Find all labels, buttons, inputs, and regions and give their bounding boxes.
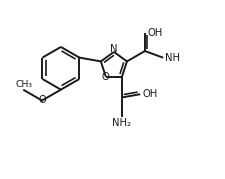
Text: CH₃: CH₃ <box>16 80 33 89</box>
Text: OH: OH <box>147 28 162 38</box>
Text: O: O <box>38 95 46 105</box>
Text: NH: NH <box>164 53 180 63</box>
Text: O: O <box>101 72 109 82</box>
Text: NH₂: NH₂ <box>112 118 131 128</box>
Text: N: N <box>110 44 118 54</box>
Text: OH: OH <box>142 89 158 99</box>
